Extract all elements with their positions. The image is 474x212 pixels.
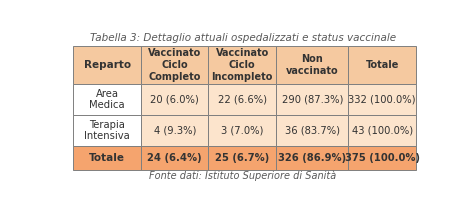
Bar [276, 115, 348, 146]
Bar [348, 115, 416, 146]
Text: Reparto: Reparto [84, 60, 131, 70]
Text: 332 (100.0%): 332 (100.0%) [348, 95, 416, 105]
Text: Totale: Totale [89, 153, 125, 163]
Bar [73, 115, 141, 146]
Text: 43 (100.0%): 43 (100.0%) [352, 126, 413, 136]
Text: 290 (87.3%): 290 (87.3%) [282, 95, 343, 105]
Bar [73, 84, 141, 115]
Text: 4 (9.3%): 4 (9.3%) [154, 126, 196, 136]
Bar [348, 46, 416, 84]
Text: 36 (83.7%): 36 (83.7%) [285, 126, 340, 136]
Text: Terapia
Intensiva: Terapia Intensiva [84, 120, 130, 141]
Bar [276, 84, 348, 115]
Bar [141, 115, 208, 146]
Text: Totale: Totale [365, 60, 399, 70]
Text: Vaccinato
Ciclo
Incompleto: Vaccinato Ciclo Incompleto [211, 48, 273, 82]
Bar [208, 46, 276, 84]
Bar [73, 46, 141, 84]
Text: 25 (6.7%): 25 (6.7%) [215, 153, 269, 163]
Bar [348, 84, 416, 115]
Bar [208, 84, 276, 115]
Bar [208, 146, 276, 170]
Text: 3 (7.0%): 3 (7.0%) [221, 126, 264, 136]
Text: Non
vaccinato: Non vaccinato [286, 54, 338, 76]
Text: 24 (6.4%): 24 (6.4%) [147, 153, 202, 163]
Bar [141, 84, 208, 115]
Text: 22 (6.6%): 22 (6.6%) [218, 95, 267, 105]
Bar [141, 46, 208, 84]
Text: 326 (86.9%): 326 (86.9%) [278, 153, 346, 163]
Text: Area
Medica: Area Medica [90, 89, 125, 110]
Bar [276, 146, 348, 170]
Bar [208, 115, 276, 146]
Text: 20 (6.0%): 20 (6.0%) [150, 95, 199, 105]
Text: Fonte dati: Istituto Superiore di Sanità: Fonte dati: Istituto Superiore di Sanità [149, 171, 337, 181]
Bar [276, 46, 348, 84]
Bar [73, 146, 141, 170]
Text: Tabella 3: Dettaglio attuali ospedalizzati e status vaccinale: Tabella 3: Dettaglio attuali ospedalizza… [90, 33, 396, 43]
Text: 375 (100.0%): 375 (100.0%) [345, 153, 419, 163]
Text: Vaccinato
Ciclo
Completo: Vaccinato Ciclo Completo [148, 48, 201, 82]
Bar [141, 146, 208, 170]
Bar [348, 146, 416, 170]
